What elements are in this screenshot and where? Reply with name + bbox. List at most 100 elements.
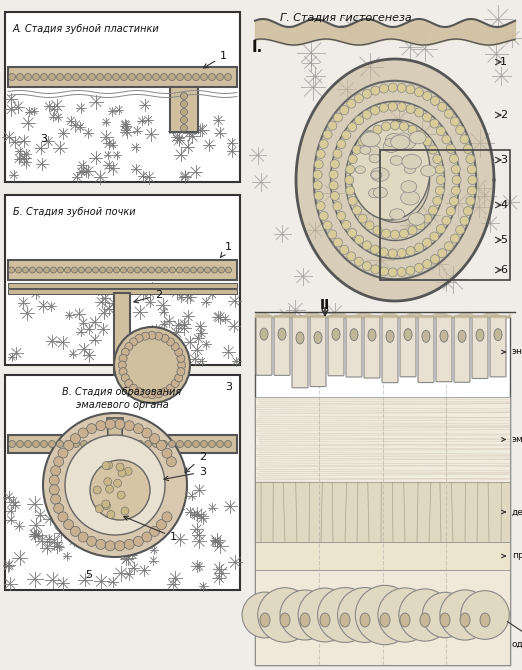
Circle shape <box>354 257 363 266</box>
Circle shape <box>119 354 127 362</box>
Circle shape <box>452 165 460 174</box>
Circle shape <box>193 440 199 448</box>
Circle shape <box>80 74 88 80</box>
Circle shape <box>156 267 161 273</box>
Circle shape <box>17 440 23 448</box>
Text: В. Стадия образования: В. Стадия образования <box>62 387 182 397</box>
Circle shape <box>442 216 451 225</box>
Circle shape <box>464 206 472 216</box>
Circle shape <box>371 265 380 274</box>
Circle shape <box>64 440 74 450</box>
FancyBboxPatch shape <box>256 316 272 375</box>
Circle shape <box>342 131 351 139</box>
Text: 1: 1 <box>204 51 227 68</box>
Circle shape <box>388 102 397 111</box>
Text: эмаль: эмаль <box>502 435 522 444</box>
FancyBboxPatch shape <box>454 316 470 383</box>
FancyBboxPatch shape <box>346 316 362 377</box>
Circle shape <box>362 261 372 271</box>
Circle shape <box>157 440 167 450</box>
FancyBboxPatch shape <box>8 260 237 280</box>
Ellipse shape <box>371 168 389 182</box>
Circle shape <box>208 440 216 448</box>
Circle shape <box>464 145 472 153</box>
Ellipse shape <box>332 328 340 340</box>
Circle shape <box>399 589 451 641</box>
Ellipse shape <box>300 613 310 627</box>
Circle shape <box>211 267 218 273</box>
Circle shape <box>105 485 114 493</box>
FancyBboxPatch shape <box>310 316 326 387</box>
Circle shape <box>444 242 454 251</box>
Circle shape <box>330 159 339 169</box>
Circle shape <box>121 374 129 382</box>
Circle shape <box>177 368 185 376</box>
Circle shape <box>323 221 332 230</box>
Circle shape <box>113 74 120 80</box>
FancyBboxPatch shape <box>436 316 452 382</box>
Circle shape <box>258 588 312 643</box>
Bar <box>255 482 510 542</box>
Circle shape <box>416 221 425 230</box>
Ellipse shape <box>404 165 416 174</box>
Text: 3: 3 <box>164 467 206 480</box>
Ellipse shape <box>260 613 270 627</box>
Circle shape <box>406 247 415 256</box>
Circle shape <box>73 74 79 80</box>
Text: I.: I. <box>252 40 263 55</box>
Circle shape <box>340 245 349 255</box>
Circle shape <box>217 74 223 80</box>
Circle shape <box>280 590 330 640</box>
Circle shape <box>73 440 79 448</box>
Circle shape <box>348 123 357 131</box>
Circle shape <box>354 94 363 103</box>
FancyBboxPatch shape <box>364 316 380 378</box>
Circle shape <box>316 202 325 210</box>
FancyBboxPatch shape <box>170 87 198 132</box>
Circle shape <box>87 537 97 546</box>
Bar <box>255 570 510 665</box>
Text: энамелобласты: энамелобласты <box>502 348 522 356</box>
Circle shape <box>314 159 323 169</box>
Ellipse shape <box>390 156 403 165</box>
Ellipse shape <box>480 613 490 627</box>
Circle shape <box>333 149 342 158</box>
FancyBboxPatch shape <box>490 316 506 377</box>
Circle shape <box>133 537 144 546</box>
Circle shape <box>118 361 126 369</box>
Circle shape <box>440 590 490 640</box>
Text: 5: 5 <box>500 235 507 245</box>
Circle shape <box>17 74 23 80</box>
Ellipse shape <box>385 139 395 146</box>
Ellipse shape <box>361 132 381 147</box>
Circle shape <box>379 248 388 257</box>
Circle shape <box>217 440 223 448</box>
Circle shape <box>388 83 397 92</box>
Circle shape <box>135 267 140 273</box>
Circle shape <box>323 130 332 139</box>
Circle shape <box>128 74 136 80</box>
Circle shape <box>43 267 50 273</box>
Circle shape <box>32 440 40 448</box>
Circle shape <box>37 267 42 273</box>
Circle shape <box>129 384 137 392</box>
Circle shape <box>352 145 361 154</box>
Circle shape <box>121 440 127 448</box>
Circle shape <box>382 229 390 238</box>
Circle shape <box>467 165 477 174</box>
Circle shape <box>456 226 465 234</box>
FancyBboxPatch shape <box>114 293 130 375</box>
Circle shape <box>348 155 357 163</box>
Circle shape <box>78 428 88 438</box>
Text: дентин: дентин <box>502 507 522 517</box>
Circle shape <box>176 74 184 80</box>
Circle shape <box>397 249 406 257</box>
Circle shape <box>115 419 125 429</box>
Circle shape <box>136 74 144 80</box>
Ellipse shape <box>399 137 416 149</box>
Circle shape <box>362 110 371 119</box>
Circle shape <box>177 361 186 369</box>
Circle shape <box>362 241 371 250</box>
Circle shape <box>429 206 437 215</box>
Circle shape <box>460 135 469 144</box>
